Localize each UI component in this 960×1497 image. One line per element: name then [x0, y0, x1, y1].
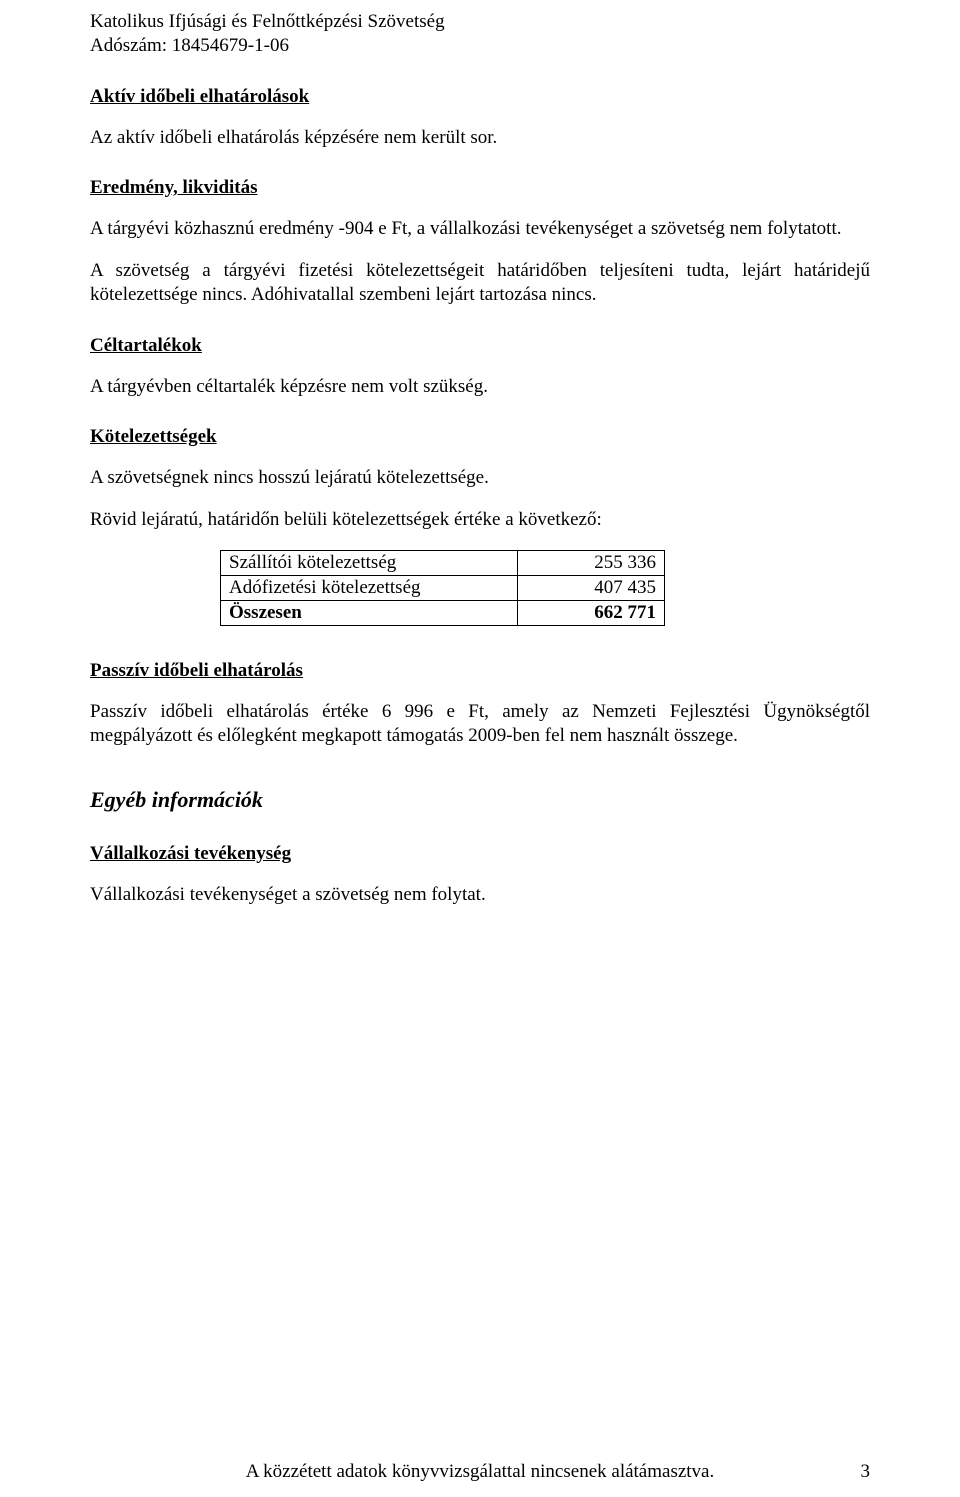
page-number: 3: [861, 1461, 871, 1483]
kotelezettsegek-p1: A szövetségnek nincs hosszú lejáratú köt…: [90, 466, 870, 490]
passziv-body: Passzív időbeli elhatárolás értéke 6 996…: [90, 700, 870, 748]
celtartalekok-body: A tárgyévben céltartalék képzésre nem vo…: [90, 375, 870, 399]
aktiv-body: Az aktív időbeli elhatárolás képzésére n…: [90, 126, 870, 150]
table-cell-label: Adófizetési kötelezettség: [221, 575, 518, 600]
section-heading-aktiv: Aktív időbeli elhatárolások: [90, 86, 870, 108]
kotelezettsegek-p2: Rövid lejáratú, határidőn belüli kötelez…: [90, 508, 870, 532]
tax-id-line: Adószám: 18454679-1-06: [90, 34, 870, 58]
org-name: Katolikus Ifjúsági és Felnőttképzési Szö…: [90, 10, 870, 34]
section-heading-egyeb: Egyéb információk: [90, 787, 870, 813]
table-row: Adófizetési kötelezettség 407 435: [221, 575, 665, 600]
vallalkozasi-body: Vállalkozási tevékenységet a szövetség n…: [90, 883, 870, 907]
eredmeny-p1: A tárgyévi közhasznú eredmény -904 e Ft,…: [90, 217, 870, 241]
section-heading-vallalkozasi: Vállalkozási tevékenység: [90, 843, 870, 865]
table-row: Szállítói kötelezettség 255 336: [221, 550, 665, 575]
document-page: Katolikus Ifjúsági és Felnőttképzési Szö…: [0, 0, 960, 1497]
page-footer: A közzétett adatok könyvvizsgálattal nin…: [90, 1461, 870, 1483]
section-heading-passziv: Passzív időbeli elhatárolás: [90, 660, 870, 682]
section-heading-kotelezettsegek: Kötelezettségek: [90, 426, 870, 448]
table-row-total: Összesen 662 771: [221, 600, 665, 625]
table-cell-total-value: 662 771: [518, 600, 665, 625]
eredmeny-p2: A szövetség a tárgyévi fizetési köteleze…: [90, 259, 870, 307]
obligations-table: Szállítói kötelezettség 255 336 Adófizet…: [220, 550, 665, 626]
table-cell-total-label: Összesen: [221, 600, 518, 625]
table-cell-value: 255 336: [518, 550, 665, 575]
table-cell-value: 407 435: [518, 575, 665, 600]
footer-text: A közzétett adatok könyvvizsgálattal nin…: [90, 1461, 870, 1483]
table-cell-label: Szállítói kötelezettség: [221, 550, 518, 575]
section-heading-eredmeny: Eredmény, likviditás: [90, 177, 870, 199]
section-heading-celtartalekok: Céltartalékok: [90, 335, 870, 357]
